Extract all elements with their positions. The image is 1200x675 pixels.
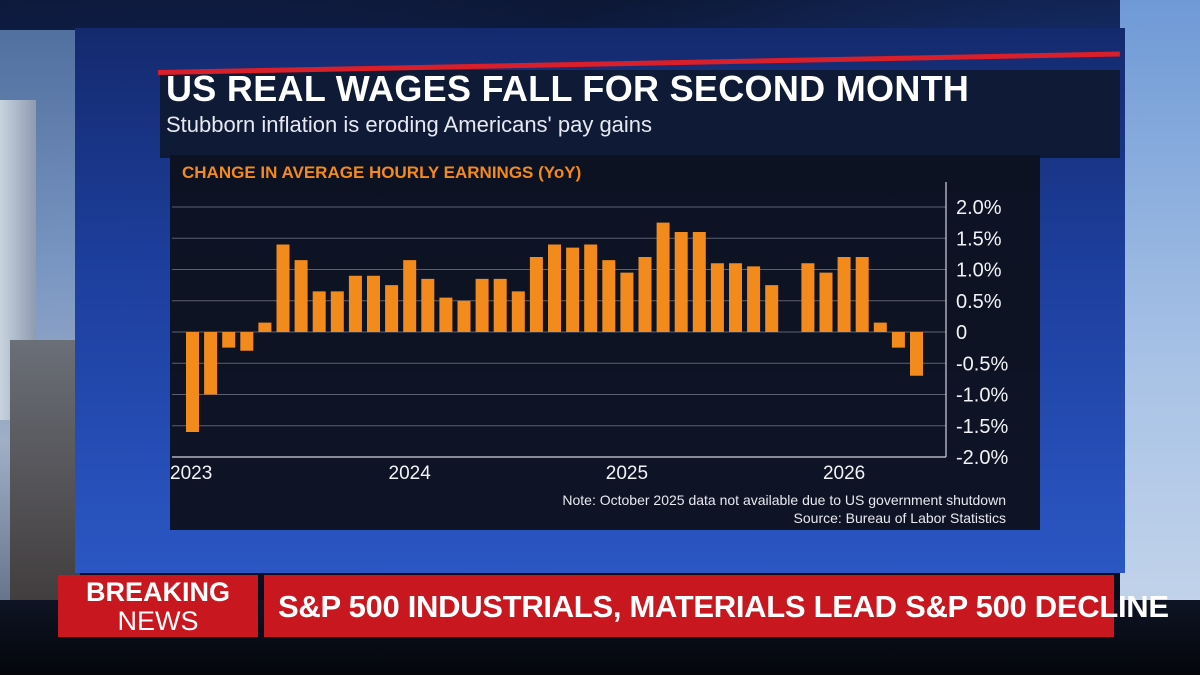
bar-2023-08: [312, 291, 326, 332]
x-tick-label: 2026: [823, 463, 865, 484]
bar-2025-09: [765, 285, 779, 332]
bar-2025-02: [638, 257, 652, 332]
bar-2025-12: [819, 272, 833, 332]
bar-2025-08: [747, 266, 761, 332]
bar-2023-06: [276, 244, 290, 332]
bar-2026-02: [855, 257, 869, 332]
chart-source: Source: Bureau of Labor Statistics: [794, 510, 1006, 526]
y-tick-label: -1.0%: [956, 385, 1008, 407]
bar-2024-06: [493, 278, 507, 332]
bar-2024-03: [439, 297, 453, 332]
bar-2025-01: [620, 272, 634, 332]
bar-2026-03: [873, 322, 887, 332]
bar-2024-07: [511, 291, 525, 332]
chart-title: CHANGE IN AVERAGE HOURLY EARNINGS (YoY): [182, 163, 581, 182]
graphic-subtitle: Stubborn inflation is eroding Americans'…: [166, 112, 653, 137]
bar-2026-04: [891, 332, 905, 348]
bar-2024-10: [566, 247, 580, 332]
y-tick-label: 0.5%: [956, 291, 1002, 313]
bar-2024-04: [457, 300, 471, 332]
bar-2024-11: [584, 244, 598, 332]
x-tick-label: 2023: [170, 463, 212, 484]
bar-2024-09: [548, 244, 561, 332]
bar-2023-01: [186, 332, 199, 432]
bar-2023-07: [294, 260, 308, 332]
y-tick-label: -1.5%: [956, 416, 1008, 438]
bar-2026-05: [910, 332, 923, 376]
news-label: NEWS: [117, 606, 199, 636]
y-tick-label: -0.5%: [956, 353, 1008, 375]
bar-2023-03: [222, 332, 236, 348]
bar-2024-05: [475, 278, 489, 332]
bar-2023-11: [367, 275, 380, 332]
y-tick-label: -2.0%: [956, 447, 1008, 469]
bar-2023-02: [204, 332, 218, 395]
ticker-headline: S&P 500 INDUSTRIALS, MATERIALS LEAD S&P …: [278, 589, 1169, 624]
bar-2023-10: [348, 275, 362, 332]
bar-2023-05: [258, 322, 272, 332]
bar-2025-06: [710, 263, 724, 332]
x-tick-label: 2024: [389, 463, 432, 484]
bar-2024-02: [421, 278, 435, 332]
y-tick-label: 1.0%: [956, 260, 1002, 282]
y-tick-label: 1.5%: [956, 228, 1002, 250]
breaking-label: BREAKING: [85, 577, 230, 607]
bar-2023-04: [240, 332, 254, 351]
title-panel: [160, 70, 1120, 158]
bar-2024-01: [403, 260, 417, 332]
bar-2025-03: [656, 222, 670, 332]
graphic-title: US REAL WAGES FALL FOR SECOND MONTH: [166, 68, 970, 109]
bar-2025-05: [692, 232, 706, 332]
bar-2025-07: [729, 263, 742, 332]
x-axis-ticks: 2023 2024 2025 2026: [170, 463, 865, 484]
bar-2023-12: [385, 285, 399, 332]
chart-bars: [186, 222, 923, 432]
office-building-image: [10, 340, 80, 620]
bar-2025-11: [801, 263, 815, 332]
bar-2025-04: [674, 232, 688, 332]
ticker-headline-bar: S&P 500 INDUSTRIALS, MATERIALS LEAD S&P …: [264, 575, 1169, 637]
y-tick-label: 0: [956, 322, 967, 344]
bar-2023-09: [330, 291, 344, 332]
bar-2024-08: [529, 257, 543, 332]
breaking-news-badge: BREAKING NEWS: [58, 575, 258, 637]
y-tick-label: 2.0%: [956, 197, 1002, 219]
x-tick-label: 2025: [606, 463, 648, 484]
bar-2026-01: [837, 257, 851, 332]
chart-note: Note: October 2025 data not available du…: [562, 492, 1006, 508]
y-axis-ticks: 2.0% 1.5% 1.0% 0.5% 0 -0.5% -1.0% -1.5% -2.0%: [956, 197, 1008, 469]
right-video-wall: [1120, 0, 1200, 620]
bar-2024-12: [602, 260, 616, 332]
